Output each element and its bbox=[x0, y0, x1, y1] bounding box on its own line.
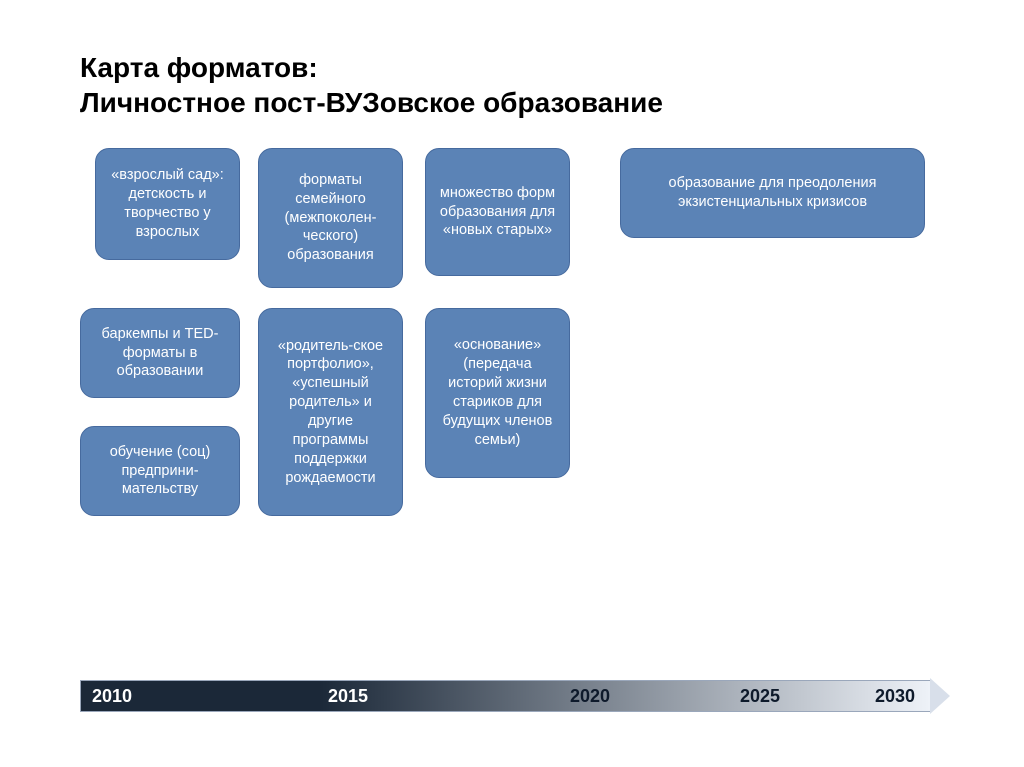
title-line-2: Личностное пост-ВУЗовское образование bbox=[80, 87, 663, 118]
box-foundation: «основание» (передача историй жизни стар… bbox=[425, 308, 570, 478]
timeline-tick-2010: 2010 bbox=[92, 680, 132, 712]
timeline: 2010 2015 2020 2025 2030 bbox=[80, 680, 950, 712]
title-line-1: Карта форматов: bbox=[80, 52, 318, 83]
timeline-arrow-icon bbox=[930, 678, 950, 714]
box-barcamp-ted: баркемпы и TED-форматы в образовании bbox=[80, 308, 240, 398]
box-family-formats: форматы семейного (межпоколен-ческого) о… bbox=[258, 148, 403, 288]
slide-title: Карта форматов: Личностное пост-ВУЗовско… bbox=[80, 50, 954, 120]
diagram-canvas: «взрослый сад»: детскость и творчество у… bbox=[80, 148, 950, 628]
timeline-tick-2015: 2015 bbox=[328, 680, 368, 712]
timeline-labels: 2010 2015 2020 2025 2030 bbox=[80, 680, 930, 712]
timeline-tick-2025: 2025 bbox=[740, 680, 780, 712]
box-social-entrep: обучение (соц) предприни-мательству bbox=[80, 426, 240, 516]
box-adult-garden: «взрослый сад»: детскость и творчество у… bbox=[95, 148, 240, 260]
timeline-tick-2030: 2030 bbox=[875, 680, 915, 712]
timeline-tick-2020: 2020 bbox=[570, 680, 610, 712]
box-parent-portfolio: «родитель-ское портфолио», «успешный род… bbox=[258, 308, 403, 516]
box-many-forms: множество форм образования для «новых ст… bbox=[425, 148, 570, 276]
slide: Карта форматов: Личностное пост-ВУЗовско… bbox=[0, 0, 1024, 767]
box-existential: образование для преодоления экзистенциал… bbox=[620, 148, 925, 238]
